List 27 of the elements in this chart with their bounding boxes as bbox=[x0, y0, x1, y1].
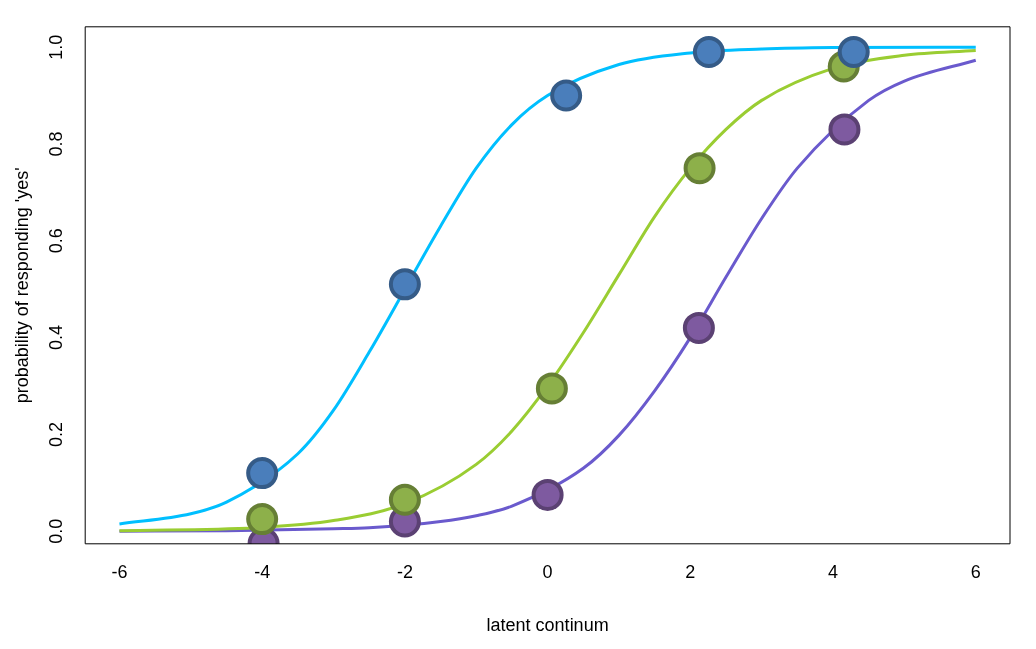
point bbox=[683, 152, 716, 185]
point bbox=[837, 35, 870, 68]
y-tick-label: 0.2 bbox=[45, 421, 66, 447]
x-axis-title: latent continum bbox=[486, 615, 609, 636]
point bbox=[550, 79, 583, 112]
point bbox=[388, 268, 421, 301]
y-tick-label: 0.8 bbox=[45, 131, 66, 157]
x-tick-label: -2 bbox=[396, 561, 413, 582]
point bbox=[388, 483, 421, 516]
point bbox=[246, 503, 279, 536]
y-tick-label: 0.4 bbox=[45, 325, 66, 351]
point bbox=[828, 113, 861, 146]
x-tick-label: -6 bbox=[111, 561, 128, 582]
point bbox=[246, 457, 279, 490]
point bbox=[531, 478, 564, 511]
y-tick-label: 1.0 bbox=[45, 34, 66, 60]
y-tick-label: 0.6 bbox=[45, 228, 66, 254]
point bbox=[692, 35, 725, 68]
y-tick-label: 0.0 bbox=[45, 518, 66, 544]
x-tick-label: 0 bbox=[542, 561, 553, 582]
x-tick-label: 4 bbox=[828, 561, 839, 582]
y-axis-title: probability of responding 'yes' bbox=[11, 167, 32, 404]
x-tick-label: 2 bbox=[685, 561, 696, 582]
x-tick-label: -4 bbox=[254, 561, 271, 582]
point bbox=[535, 372, 568, 405]
x-tick-label: 6 bbox=[970, 561, 981, 582]
point bbox=[682, 311, 715, 344]
